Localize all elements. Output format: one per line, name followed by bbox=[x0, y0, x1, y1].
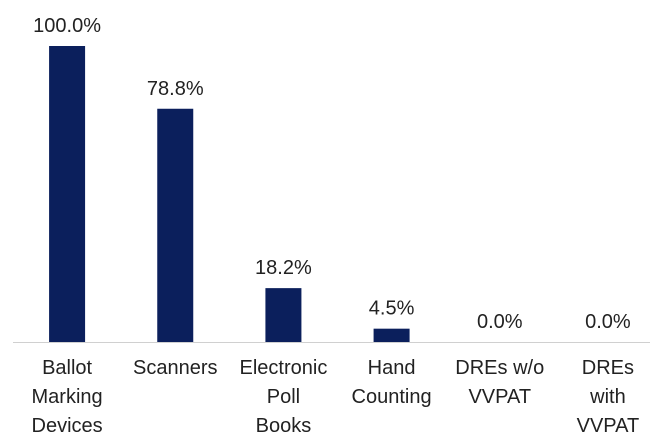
data-label: 0.0% bbox=[585, 311, 631, 333]
x-tick-label: Hand Counting bbox=[352, 357, 432, 408]
x-tick-label: Ballot Marking Devices bbox=[32, 357, 103, 434]
x-tick-label: Scanners bbox=[133, 357, 218, 379]
bar bbox=[265, 288, 302, 342]
data-label: 0.0% bbox=[477, 311, 523, 333]
x-tick-label: DREs w/o VVPAT bbox=[455, 357, 544, 408]
bar bbox=[49, 46, 86, 342]
data-label: 4.5% bbox=[369, 298, 415, 320]
x-tick-label: Electronic Poll Books bbox=[240, 357, 328, 434]
data-label: 100.0% bbox=[33, 15, 101, 37]
x-tick-label: DREs with VVPAT bbox=[577, 357, 640, 434]
bar bbox=[157, 108, 194, 342]
data-label: 78.8% bbox=[147, 78, 204, 100]
bar bbox=[373, 328, 410, 342]
data-label: 18.2% bbox=[255, 257, 312, 279]
